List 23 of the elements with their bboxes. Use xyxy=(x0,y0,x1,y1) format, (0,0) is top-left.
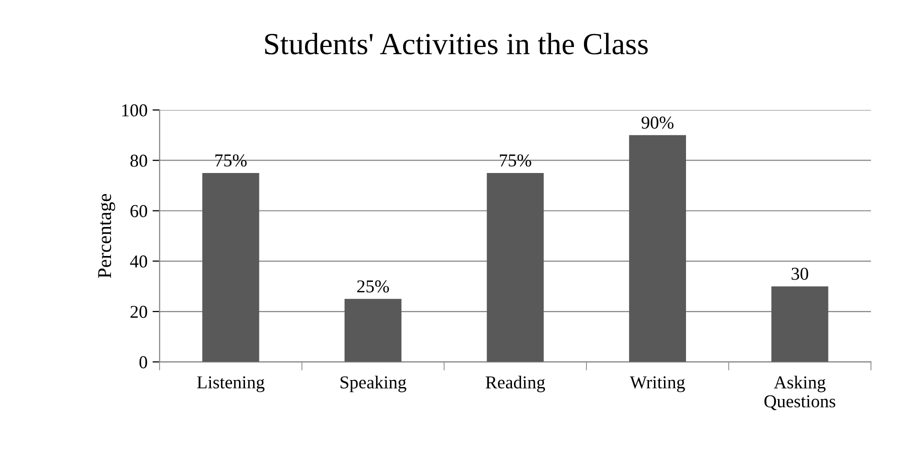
y-tick-label: 60 xyxy=(130,205,148,218)
bar xyxy=(486,172,544,362)
data-label: 90% xyxy=(642,116,674,129)
y-tick-label: 100 xyxy=(122,104,148,116)
bar xyxy=(344,298,402,362)
x-tick-label: Reading xyxy=(486,376,546,392)
y-axis-title: Percentage xyxy=(98,194,116,278)
y-tick-label: 20 xyxy=(130,306,148,318)
y-tick-label: 40 xyxy=(130,255,148,268)
y-tick-label: 0 xyxy=(139,356,148,368)
x-tick-label: Asking Questions xyxy=(764,376,836,410)
bar xyxy=(202,172,260,362)
x-tick-label: Writing xyxy=(630,376,685,392)
bar xyxy=(629,135,686,362)
bar xyxy=(771,286,828,362)
x-tick-label: Speaking xyxy=(340,376,406,392)
x-tick-label: Listening xyxy=(197,376,264,392)
data-label: 75% xyxy=(215,154,247,167)
data-label: 25% xyxy=(357,280,389,293)
chart-title: Students' Activities in the Class xyxy=(265,32,648,54)
y-tick-label: 80 xyxy=(130,154,148,167)
data-label: 30 xyxy=(792,268,808,280)
data-label: 75% xyxy=(500,154,532,167)
